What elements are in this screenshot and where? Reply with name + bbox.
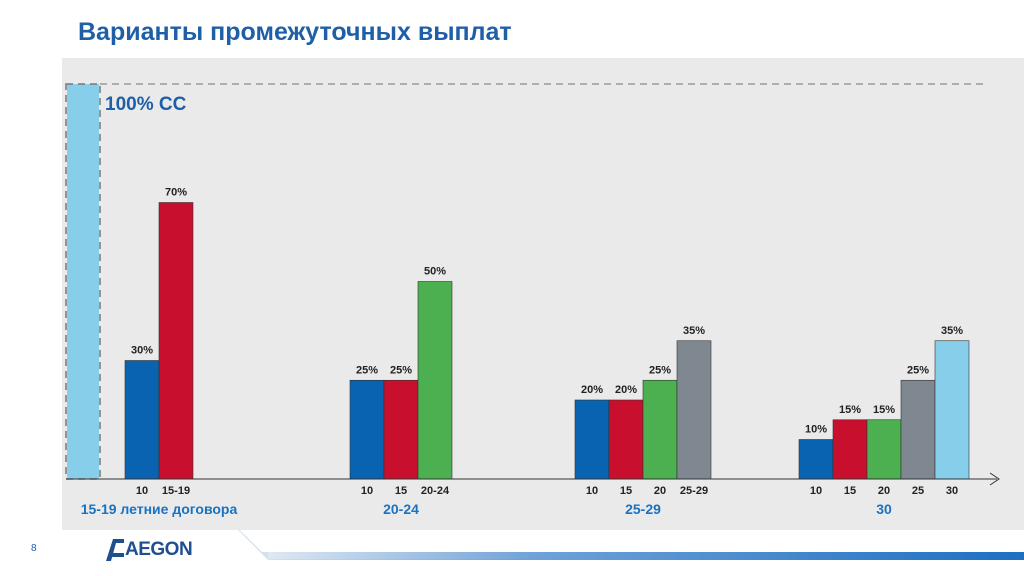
group-label: 30 bbox=[876, 501, 892, 517]
bar-value-label: 10% bbox=[805, 424, 827, 436]
bar-value-label: 20% bbox=[615, 384, 637, 396]
bar-value-label: 25% bbox=[649, 364, 671, 376]
category-tick-label: 10 bbox=[586, 485, 598, 497]
logo-text: AEGON bbox=[125, 539, 193, 560]
reference-label: 100% CC bbox=[105, 94, 187, 115]
group-label: 25-29 bbox=[625, 501, 661, 517]
bar-2-3 bbox=[417, 281, 453, 480]
bar-4-2 bbox=[832, 419, 868, 480]
bar-value-label: 30% bbox=[131, 345, 153, 357]
bar-value-label: 25% bbox=[390, 364, 412, 376]
bar-value-label: 35% bbox=[683, 325, 705, 337]
bar-1-2 bbox=[158, 202, 194, 480]
bar-4-3 bbox=[866, 419, 902, 480]
x-axis-arrow bbox=[989, 472, 1000, 486]
category-tick-label: 15 bbox=[395, 485, 407, 497]
bar-value-label: 70% bbox=[165, 187, 187, 199]
aegon-logo: AEGON bbox=[106, 537, 193, 563]
bar-3-1 bbox=[574, 399, 610, 480]
category-tick-label: 20-24 bbox=[421, 485, 450, 497]
bar-3-2 bbox=[608, 399, 644, 480]
category-tick-label: 20 bbox=[878, 485, 890, 497]
bar-value-label: 15% bbox=[839, 404, 861, 416]
category-tick-label: 10 bbox=[361, 485, 373, 497]
group-label: 20-24 bbox=[383, 501, 419, 517]
bar-value-label: 25% bbox=[907, 364, 929, 376]
bar-3-3 bbox=[642, 379, 678, 480]
bar-4-5 bbox=[934, 340, 970, 480]
category-tick-label: 10 bbox=[136, 485, 148, 497]
bar-value-label: 35% bbox=[941, 325, 963, 337]
chart-panel: 100% CC 30% 10 70% 15-19 15-19 летние договор… bbox=[62, 58, 1024, 530]
bar-value-label: 25% bbox=[356, 364, 378, 376]
category-tick-label: 30 bbox=[946, 485, 958, 497]
bar-value-label: 20% bbox=[581, 384, 603, 396]
category-tick-label: 15 bbox=[620, 485, 632, 497]
slide-title: Варианты промежуточных выплат bbox=[78, 18, 512, 46]
bar-3-4 bbox=[676, 340, 712, 480]
bar-value-label: 15% bbox=[873, 404, 895, 416]
category-tick-label: 10 bbox=[810, 485, 822, 497]
page-number: 8 bbox=[31, 543, 37, 554]
bar-1-1 bbox=[124, 360, 160, 480]
group-label: 15-19 летние договора bbox=[81, 501, 238, 517]
aegon-logo-icon bbox=[106, 539, 124, 561]
category-tick-label: 20 bbox=[654, 485, 666, 497]
bar-4-4 bbox=[900, 379, 936, 480]
bar-4-1 bbox=[798, 439, 834, 480]
reference-bar bbox=[67, 84, 99, 479]
footer-band bbox=[238, 528, 1024, 560]
category-tick-label: 15-19 bbox=[162, 485, 190, 497]
bar-2-2 bbox=[383, 379, 419, 480]
bar-value-label: 50% bbox=[424, 266, 446, 278]
category-tick-label: 25 bbox=[912, 485, 924, 497]
category-tick-label: 25-29 bbox=[680, 485, 708, 497]
category-tick-label: 15 bbox=[844, 485, 856, 497]
bar-2-1 bbox=[349, 379, 385, 480]
payout-bar-chart: 100% CC 30% 10 70% 15-19 15-19 летние договор… bbox=[65, 83, 1000, 517]
